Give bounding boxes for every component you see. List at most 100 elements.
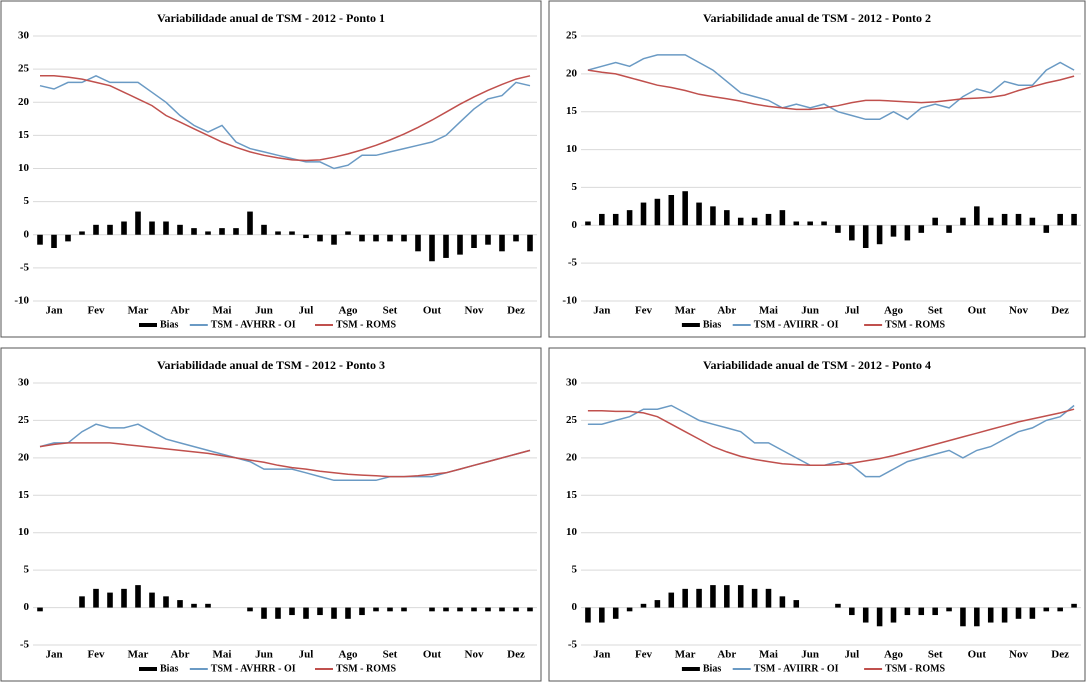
series-line xyxy=(39,442,531,478)
bias-bar xyxy=(65,234,71,242)
x-tick-label: Jun xyxy=(801,649,819,661)
x-tick-label: Jan xyxy=(45,649,62,661)
bias-bar xyxy=(205,603,211,608)
bias-bar xyxy=(960,607,966,627)
y-tick-label: 0 xyxy=(572,219,578,231)
y-tick-label: 20 xyxy=(566,67,578,79)
bias-bar xyxy=(821,221,827,226)
chart-title: Variabilidade anual de TSM - 2012 - Pont… xyxy=(157,11,385,25)
y-tick-label: 5 xyxy=(572,181,578,193)
panel-border xyxy=(0,0,542,338)
bias-bar xyxy=(1057,213,1063,226)
bias-bar xyxy=(499,607,505,612)
bias-bar xyxy=(710,206,716,226)
bias-bar xyxy=(737,217,744,226)
bias-bar xyxy=(387,607,393,612)
x-tick-label: Out xyxy=(968,649,987,661)
x-tick-label: Jun xyxy=(255,649,273,661)
y-tick-label: 10 xyxy=(566,143,578,155)
bias-bar xyxy=(289,607,295,616)
y-tick-label: 5 xyxy=(572,564,578,576)
x-tick-label: Set xyxy=(928,649,943,661)
bias-bar xyxy=(1071,603,1077,608)
x-tick-label: Fev xyxy=(87,305,105,317)
bias-bar xyxy=(599,607,605,623)
x-tick-label: Mar xyxy=(675,649,696,661)
bias-bar xyxy=(443,607,449,612)
bias-bar xyxy=(626,210,633,226)
bias-bar xyxy=(807,221,813,226)
bias-bar xyxy=(654,198,661,226)
y-tick-label: 0 xyxy=(572,601,578,613)
bias-bar xyxy=(233,228,239,235)
bias-bar xyxy=(149,592,155,608)
bias-bar xyxy=(107,224,113,235)
bias-bar xyxy=(359,607,365,616)
x-tick-label: Fev xyxy=(635,649,653,661)
y-tick-label: 15 xyxy=(18,489,30,501)
y-tick-label: 20 xyxy=(18,96,30,108)
bias-bar xyxy=(876,607,883,627)
bias-bar xyxy=(149,221,155,235)
bias-bar xyxy=(751,217,758,226)
series-line xyxy=(587,408,1075,467)
bias-bar xyxy=(1071,213,1077,226)
bias-bar xyxy=(499,234,505,252)
bias-bar xyxy=(904,225,911,241)
bias-bar xyxy=(331,234,337,245)
bias-bar xyxy=(793,221,800,226)
legend-label: Bias xyxy=(703,319,721,330)
bias-bar xyxy=(443,234,449,258)
legend-label: TSM - ROMS xyxy=(336,319,396,330)
bias-bar xyxy=(485,234,491,245)
bias-bar xyxy=(527,234,533,252)
bias-bar xyxy=(682,191,688,226)
y-tick-label: -5 xyxy=(568,257,578,269)
bias-bar xyxy=(640,202,647,226)
bias-bar xyxy=(513,607,519,612)
legend-label: Bias xyxy=(160,663,178,674)
bias-bar xyxy=(135,211,141,235)
bias-bar xyxy=(387,234,393,242)
bias-bar xyxy=(585,607,591,623)
bias-bar xyxy=(849,607,855,616)
bias-bar xyxy=(359,234,365,242)
bias-bar xyxy=(205,231,211,235)
bias-bar xyxy=(835,603,841,608)
bias-bar xyxy=(121,221,127,235)
bias-bar xyxy=(890,607,897,623)
y-tick-label: 25 xyxy=(566,30,578,42)
chart-title: Variabilidade anual de TSM - 2012 - Pont… xyxy=(703,11,931,25)
x-tick-label: Dez xyxy=(507,649,525,661)
y-tick-label: 10 xyxy=(18,526,30,538)
bias-bar xyxy=(1029,607,1036,619)
bias-bar xyxy=(79,596,85,608)
chart-title: Variabilidade anual de TSM - 2012 - Pont… xyxy=(703,358,931,372)
bias-bar xyxy=(626,607,633,612)
y-tick-label: -10 xyxy=(562,295,577,307)
bias-bar xyxy=(1001,607,1008,623)
y-tick-label: -5 xyxy=(568,639,578,651)
bias-bar xyxy=(835,225,841,233)
bias-bar xyxy=(960,217,966,226)
bias-bar xyxy=(317,607,323,616)
x-tick-label: Mai xyxy=(213,649,232,661)
bias-bar xyxy=(612,213,619,226)
bias-bar xyxy=(303,607,309,619)
bias-bar xyxy=(107,592,113,608)
x-tick-label: Jul xyxy=(299,649,314,661)
bias-bar xyxy=(177,600,183,608)
bias-bar xyxy=(331,607,337,619)
legend-label: TSM - ROMS xyxy=(336,663,396,674)
bias-bar xyxy=(918,225,925,233)
bias-bar xyxy=(247,607,253,612)
series-line xyxy=(587,54,1075,121)
bias-bar xyxy=(401,234,407,242)
bias-bar xyxy=(513,234,519,242)
bias-bar xyxy=(779,210,786,226)
x-tick-label: Mai xyxy=(213,305,232,317)
panel-border xyxy=(548,0,1086,338)
x-tick-label: Jul xyxy=(844,649,859,661)
y-tick-label: 15 xyxy=(566,489,578,501)
